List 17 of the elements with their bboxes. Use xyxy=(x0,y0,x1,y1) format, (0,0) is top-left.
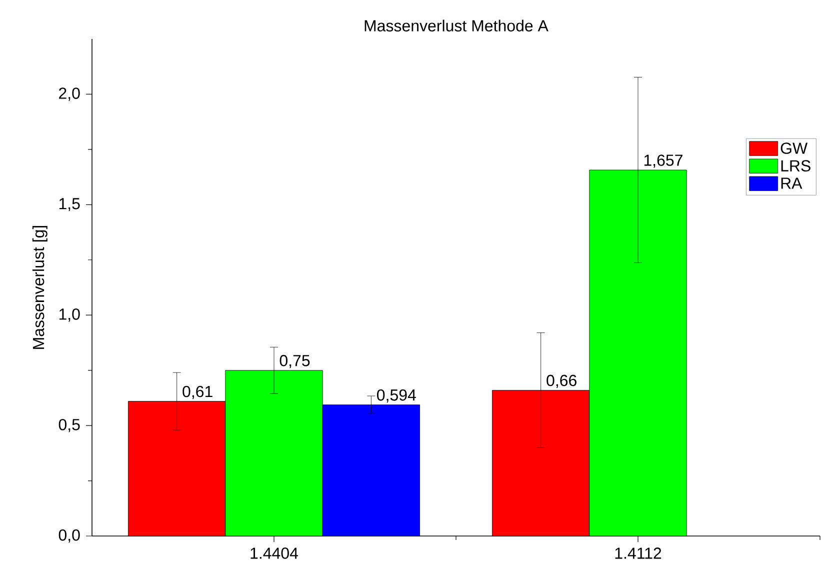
legend-label: RA xyxy=(781,178,802,189)
y-tick-label: 0,5 xyxy=(58,418,80,432)
y-tick-label: 0,0 xyxy=(58,529,80,543)
y-axis-title: Massenverlust [g] xyxy=(32,226,48,349)
data-label: 0,594 xyxy=(377,389,416,403)
data-label: 0,66 xyxy=(546,374,576,388)
data-label: 0,75 xyxy=(280,354,310,368)
x-tick-label: 1.4404 xyxy=(250,548,298,559)
data-label: 1,657 xyxy=(644,154,682,168)
y-tick-label: 1,0 xyxy=(59,308,80,322)
chart-title: Massenverlust Methode A xyxy=(364,20,548,32)
y-tick-label: 1,5 xyxy=(59,198,80,212)
legend-label: LRS xyxy=(781,160,810,172)
y-tick-label: 2,0 xyxy=(59,88,80,101)
legend-label: GW xyxy=(780,142,808,154)
x-tick-label: 1.4112 xyxy=(615,548,662,559)
data-label: 0,61 xyxy=(182,386,212,400)
